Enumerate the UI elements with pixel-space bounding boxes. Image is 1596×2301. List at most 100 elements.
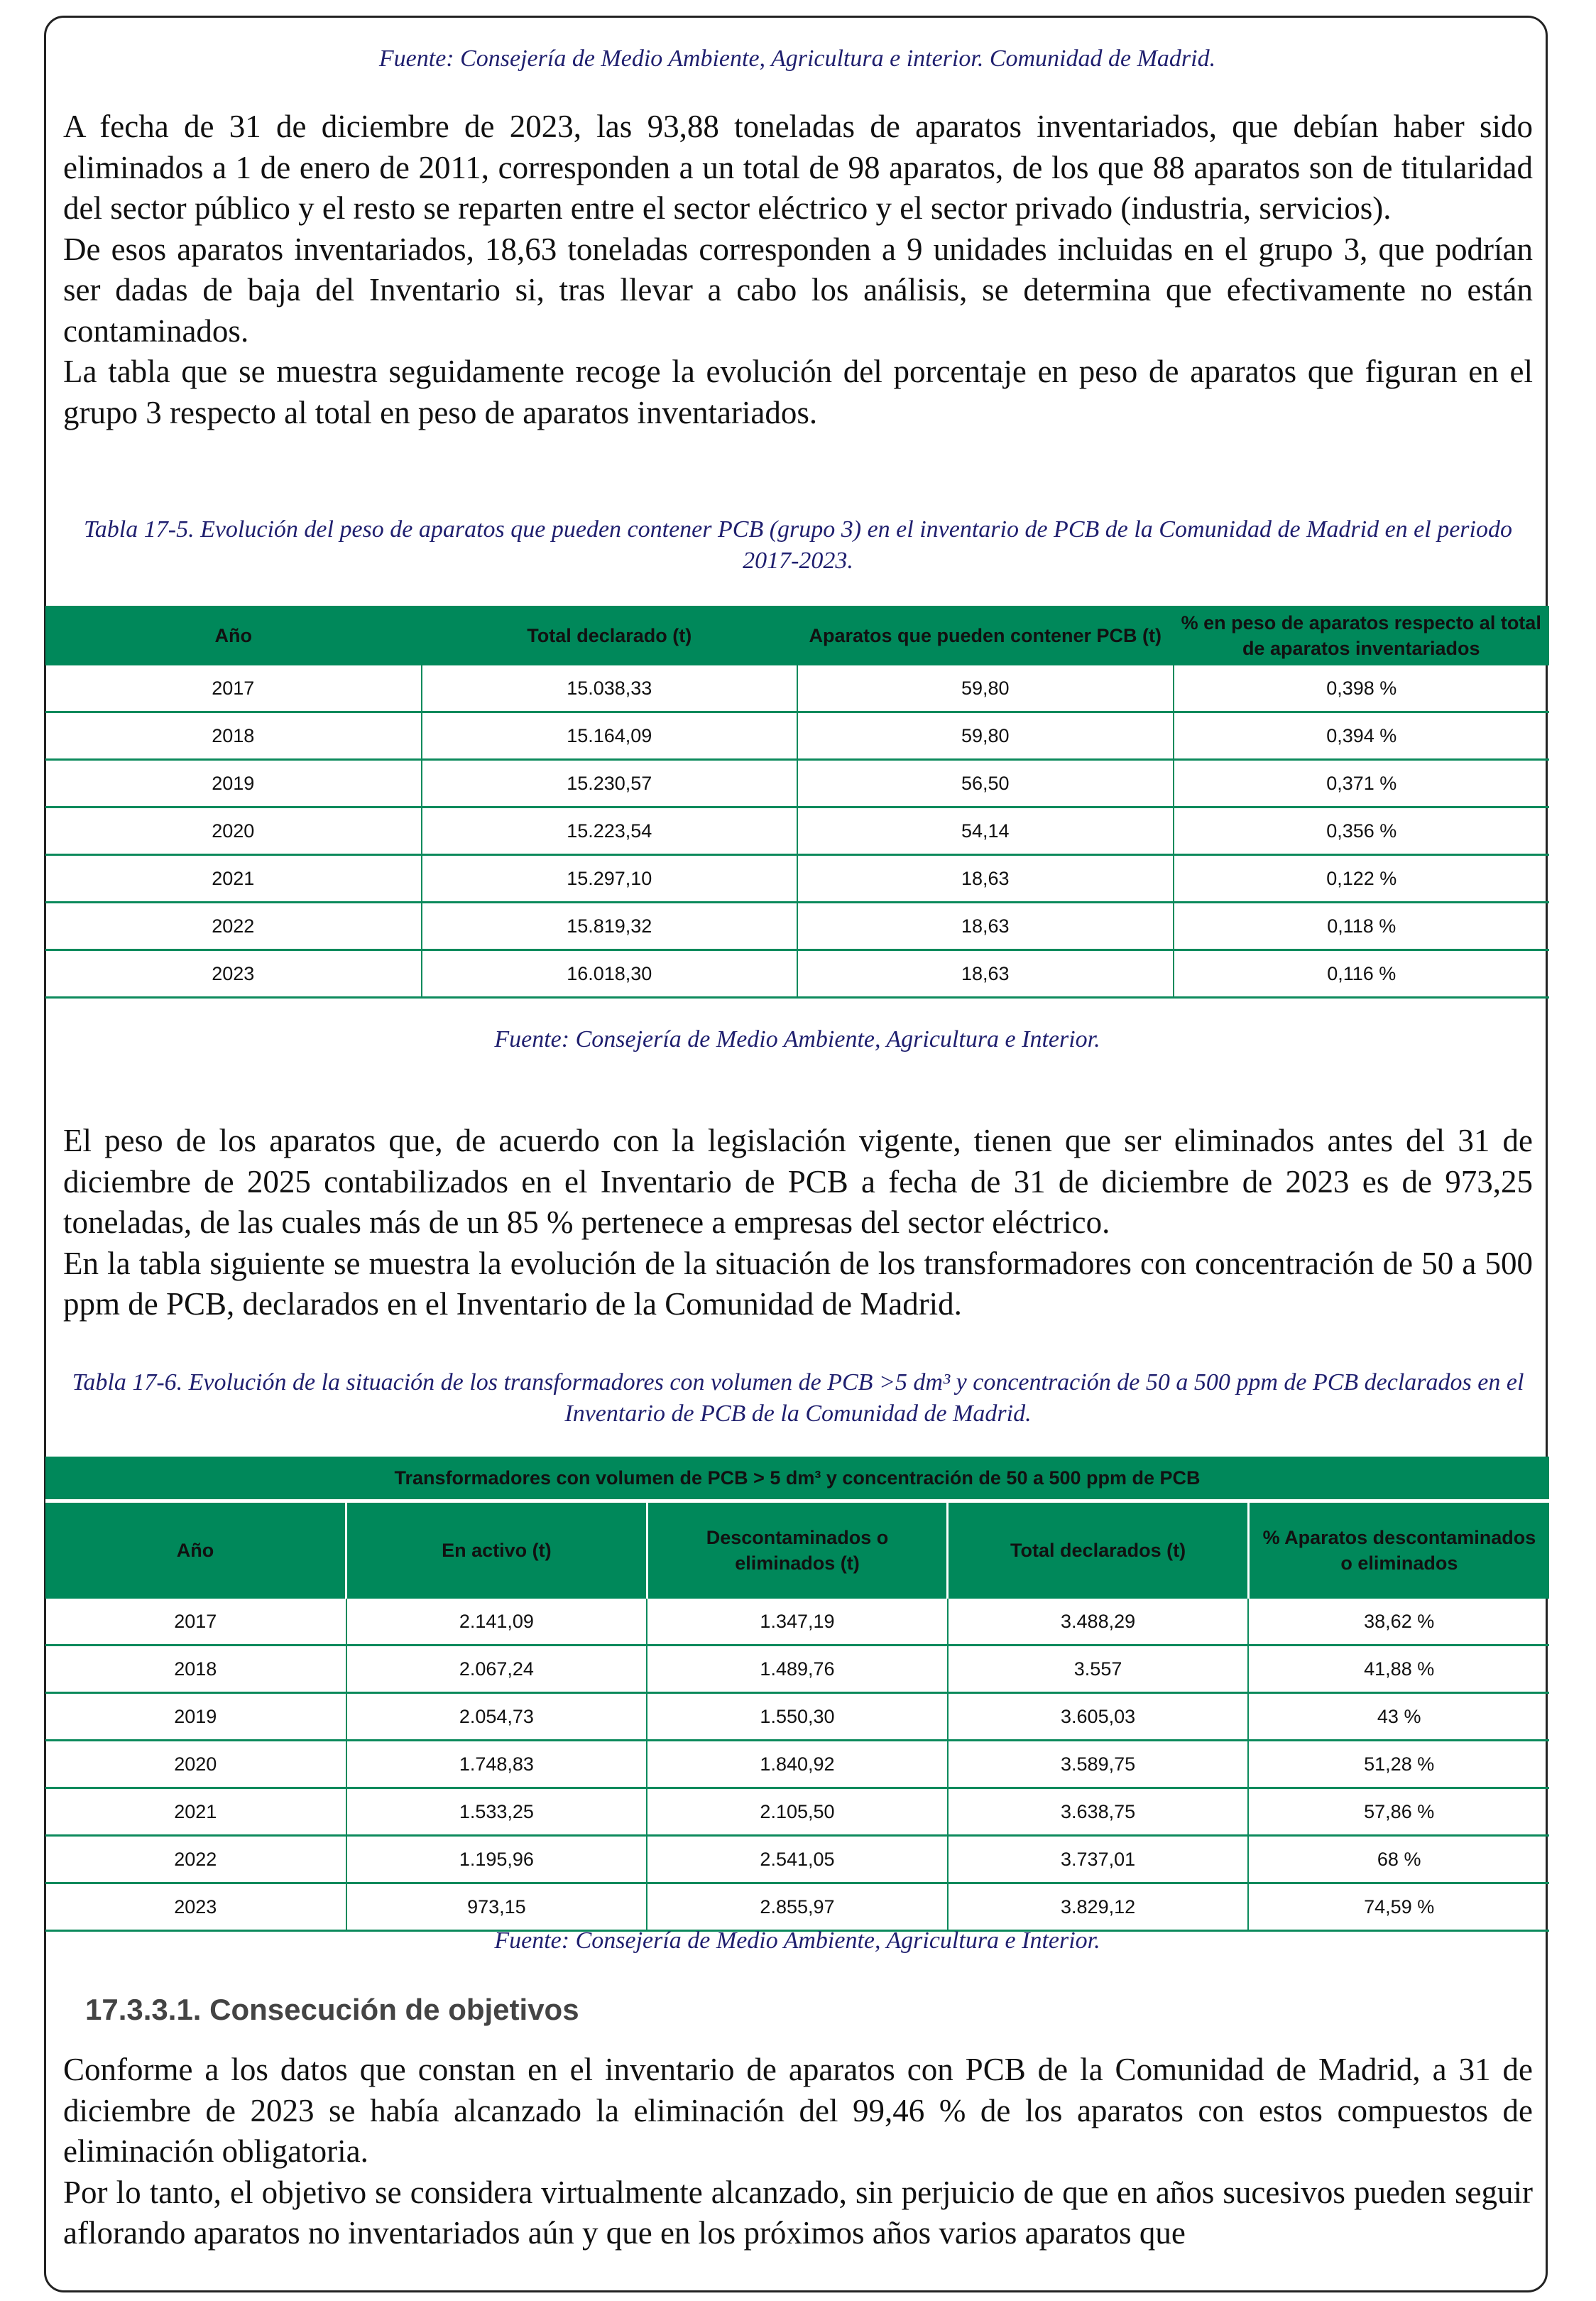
table-cell: 54,14: [797, 807, 1174, 856]
table-cell: 2017: [45, 1599, 346, 1646]
table2-caption: Tabla 17-6. Evolución de la situación de…: [72, 1369, 1524, 1427]
table-cell: 2018: [45, 712, 422, 761]
table-row: 2021 15.297,10 18,63 0,122 %: [45, 854, 1549, 903]
column-header: % Aparatos descontaminados o eliminados: [1247, 1501, 1549, 1599]
table-cell: 38,62 %: [1247, 1599, 1549, 1646]
table-row: 2018 15.164,09 59,80 0,394 %: [45, 712, 1549, 761]
table-cell: 2019: [45, 1692, 346, 1741]
table-cell: 1.748,83: [345, 1740, 647, 1789]
table-cell: 3.638,75: [946, 1788, 1249, 1837]
table-cell: 2018: [45, 1645, 346, 1694]
table-cell: 41,88 %: [1247, 1645, 1549, 1694]
table-header-row: Año Total declarado (t) Aparatos que pue…: [45, 606, 1549, 665]
table-cell: 2.067,24: [345, 1645, 647, 1694]
table-cell: 15.819,32: [420, 902, 797, 951]
table-cell: 3.557: [946, 1645, 1249, 1694]
table-cell: 51,28 %: [1247, 1740, 1549, 1789]
table1-caption: Tabla 17-5. Evolución del peso de aparat…: [84, 516, 1512, 574]
table-cell: 2020: [45, 807, 422, 856]
table-cell: 0,116 %: [1172, 950, 1549, 999]
table-cell: 3.589,75: [946, 1740, 1249, 1789]
body-text-1: A fecha de 31 de diciembre de 2023, las …: [63, 107, 1533, 433]
table-cell: 2.541,05: [646, 1835, 948, 1884]
table-cell: 74,59 %: [1247, 1883, 1549, 1932]
table-row: 2019 2.054,73 1.550,30 3.605,03 43 %: [45, 1692, 1549, 1741]
table-cell: 59,80: [797, 665, 1174, 713]
table-row: 2023 973,15 2.855,97 3.829,12 74,59 %: [45, 1883, 1549, 1932]
table-cell: 2.105,50: [646, 1788, 948, 1837]
table-cell: 2.855,97: [646, 1883, 948, 1932]
table-group-header-row: Transformadores con volumen de PCB > 5 d…: [45, 1457, 1549, 1503]
section-heading: 17.3.3.1. Consecución de objetivos: [85, 1993, 579, 2026]
source-note-top: Fuente: Consejería de Medio Ambiente, Ag…: [378, 45, 1216, 72]
column-header: Aparatos que pueden contener PCB (t): [797, 606, 1174, 665]
table-cell: 1.347,19: [646, 1599, 948, 1646]
table-cell: 18,63: [797, 854, 1174, 903]
table-cell: 15.297,10: [420, 854, 797, 903]
table-cell: 3.605,03: [946, 1692, 1249, 1741]
table-cell: 0,398 %: [1172, 665, 1549, 713]
table-cell: 16.018,30: [420, 950, 797, 999]
table-row: 2022 15.819,32 18,63 0,118 %: [45, 902, 1549, 951]
table-cell: 2022: [45, 902, 422, 951]
paragraph: Conforme a los datos que constan en el i…: [63, 2052, 1533, 2169]
table-cell: 15.164,09: [420, 712, 797, 761]
column-header: Año: [45, 606, 422, 665]
table-row: 2019 15.230,57 56,50 0,371 %: [45, 759, 1549, 808]
paragraph: La tabla que se muestra seguidamente rec…: [63, 354, 1533, 430]
table-row: 2020 1.748,83 1.840,92 3.589,75 51,28 %: [45, 1740, 1549, 1789]
table1: Año Total declarado (t) Aparatos que pue…: [45, 606, 1549, 999]
table-cell: 2019: [45, 759, 422, 808]
table-cell: 2022: [45, 1835, 346, 1884]
table-cell: 18,63: [797, 902, 1174, 951]
group-header: Transformadores con volumen de PCB > 5 d…: [45, 1457, 1549, 1503]
column-header: Descontaminados o eliminados (t): [645, 1501, 948, 1599]
table-cell: 1.840,92: [646, 1740, 948, 1789]
table-cell: 2020: [45, 1740, 346, 1789]
table-cell: 59,80: [797, 712, 1174, 761]
table-cell: 973,15: [345, 1883, 647, 1932]
table-cell: 3.829,12: [946, 1883, 1249, 1932]
table-cell: 56,50: [797, 759, 1174, 808]
table-header-row: Año En activo (t) Descontaminados o elim…: [45, 1501, 1549, 1599]
body-text-2: El peso de los aparatos que, de acuerdo …: [63, 1121, 1533, 1325]
table-cell: 1.489,76: [646, 1645, 948, 1694]
table-cell: 1.550,30: [646, 1692, 948, 1741]
table1-source: Fuente: Consejería de Medio Ambiente, Ag…: [494, 1026, 1100, 1052]
column-header: Total declarados (t): [946, 1501, 1249, 1599]
table-cell: 3.488,29: [946, 1599, 1249, 1646]
column-header: Total declarado (t): [421, 606, 797, 665]
paragraph: En la tabla siguiente se muestra la evol…: [63, 1245, 1533, 1322]
paragraph: El peso de los aparatos que, de acuerdo …: [63, 1123, 1533, 1240]
table-cell: 15.223,54: [420, 807, 797, 856]
table-cell: 0,394 %: [1172, 712, 1549, 761]
paragraph: Por lo tanto, el objetivo se considera v…: [63, 2174, 1533, 2251]
table-cell: 2017: [45, 665, 422, 713]
table-cell: 1.195,96: [345, 1835, 647, 1884]
table-cell: 2.054,73: [345, 1692, 647, 1741]
table2-source: Fuente: Consejería de Medio Ambiente, Ag…: [494, 1927, 1100, 1954]
table-row: 2018 2.067,24 1.489,76 3.557 41,88 %: [45, 1645, 1549, 1694]
table-cell: 2.141,09: [345, 1599, 647, 1646]
table-cell: 0,122 %: [1172, 854, 1549, 903]
table-cell: 2021: [45, 1788, 346, 1837]
table-cell: 2021: [45, 854, 422, 903]
body-text-3: Conforme a los datos que constan en el i…: [63, 2050, 1533, 2254]
table-row: 2022 1.195,96 2.541,05 3.737,01 68 %: [45, 1835, 1549, 1884]
column-header: En activo (t): [345, 1501, 647, 1599]
column-header: % en peso de aparatos respecto al total …: [1173, 606, 1549, 665]
table-cell: 0,371 %: [1172, 759, 1549, 808]
table-cell: 0,118 %: [1172, 902, 1549, 951]
table-cell: 57,86 %: [1247, 1788, 1549, 1837]
table-cell: 0,356 %: [1172, 807, 1549, 856]
table-cell: 15.230,57: [420, 759, 797, 808]
table-row: 2020 15.223,54 54,14 0,356 %: [45, 807, 1549, 856]
paragraph: De esos aparatos inventariados, 18,63 to…: [63, 231, 1533, 349]
table-cell: 2023: [45, 950, 422, 999]
table-cell: 3.737,01: [946, 1835, 1249, 1884]
table-cell: 68 %: [1247, 1835, 1549, 1884]
table-cell: 2023: [45, 1883, 346, 1932]
paragraph: A fecha de 31 de diciembre de 2023, las …: [63, 109, 1533, 226]
table2: Transformadores con volumen de PCB > 5 d…: [45, 1457, 1549, 1932]
table-cell: 18,63: [797, 950, 1174, 999]
